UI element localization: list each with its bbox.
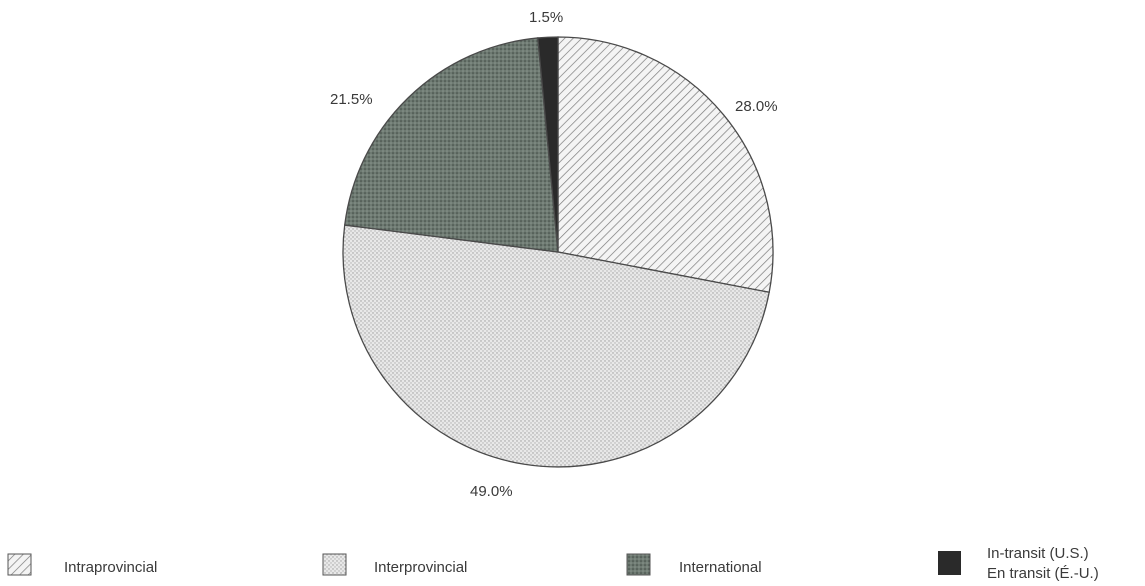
solid-swatch-icon xyxy=(938,551,961,575)
pie-slice-interprovincial xyxy=(342,224,770,468)
pie-slice-international xyxy=(343,37,559,253)
slice-label-intraprovincial: 28.0% xyxy=(735,98,778,115)
slice-label-in-transit: 1.5% xyxy=(529,9,563,26)
slice-label-interprovincial: 49.0% xyxy=(470,483,513,500)
legend-label-international: International xyxy=(679,559,762,576)
legend-label-interprovincial: Interprovincial xyxy=(374,559,467,576)
legend-item-intraprovincial: Intraprovincial xyxy=(7,553,157,576)
dark-dot-swatch-icon xyxy=(626,553,651,576)
slice-label-international: 21.5% xyxy=(330,91,373,108)
legend-item-international: International xyxy=(626,553,762,576)
light-dot-swatch-icon xyxy=(322,553,347,576)
pie-slice-in-transit-u-s xyxy=(537,36,559,253)
legend-label-en-transit: En transit (É.-U.) xyxy=(987,565,1099,582)
pie-slice-intraprovincial xyxy=(557,36,774,294)
legend: Intraprovincial Interprovincial Internat… xyxy=(7,545,1099,582)
legend-label-in-transit: In-transit (U.S.) xyxy=(987,545,1089,562)
legend-label-intraprovincial: Intraprovincial xyxy=(64,559,157,576)
pie-slices xyxy=(342,36,774,468)
hatch-swatch-icon xyxy=(7,553,32,576)
legend-item-interprovincial: Interprovincial xyxy=(322,553,467,576)
legend-item-in-transit: In-transit (U.S.) En transit (É.-U.) xyxy=(938,545,1099,582)
